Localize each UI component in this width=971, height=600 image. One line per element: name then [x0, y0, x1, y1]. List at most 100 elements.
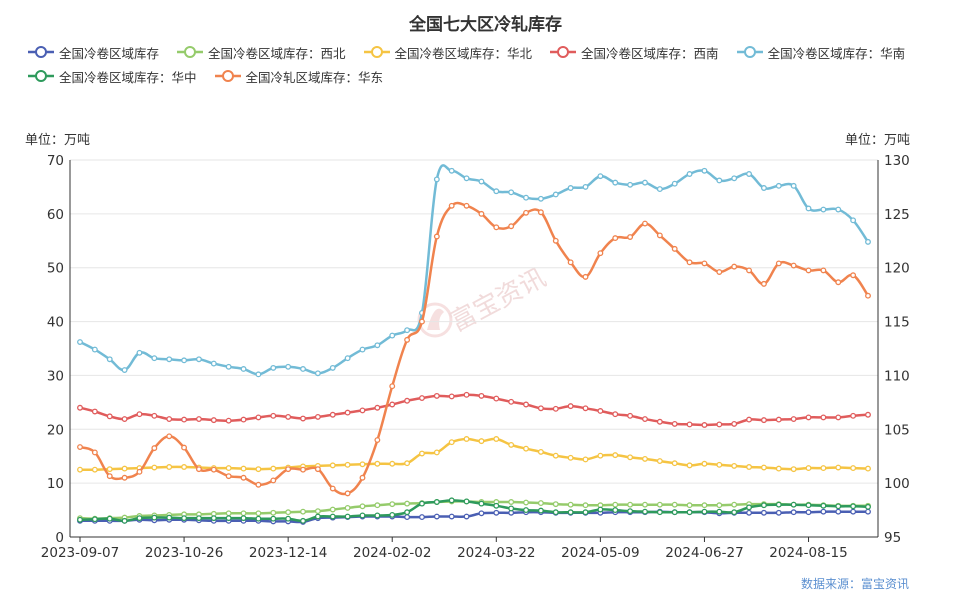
data-point [433, 233, 440, 240]
data-point [433, 392, 440, 399]
data-point [686, 509, 693, 516]
data-point [181, 444, 188, 451]
data-point [597, 506, 604, 513]
data-point [760, 464, 767, 471]
legend-item-4[interactable]: 全国冷卷区域库存：华南 [736, 40, 906, 64]
data-point [716, 421, 723, 428]
data-point [181, 357, 188, 364]
data-point [820, 267, 827, 274]
x-tick-label: 2024-06-27 [665, 545, 743, 561]
data-point [760, 502, 767, 509]
data-point [582, 509, 589, 516]
source-note: 数据来源：富宝资讯 [800, 577, 909, 591]
watermark-text: 富宝资讯 [445, 263, 551, 338]
series-4 [77, 164, 871, 378]
data-point [746, 416, 753, 423]
x-tick-label: 2023-12-14 [249, 545, 327, 561]
data-point [195, 515, 202, 522]
data-point [433, 499, 440, 505]
data-point [419, 500, 425, 507]
data-point [136, 515, 143, 522]
data-point [642, 455, 648, 462]
data-point [508, 499, 515, 505]
legend-item-5[interactable]: 全国冷卷区域库存：华中 [28, 64, 197, 88]
data-point [121, 465, 128, 472]
data-point [374, 404, 381, 411]
data-point [865, 292, 871, 299]
data-point [136, 468, 143, 475]
data-point [612, 452, 619, 459]
data-point [210, 515, 217, 522]
data-point [790, 182, 797, 189]
data-point [285, 509, 292, 516]
data-point [731, 509, 738, 516]
legend-label: 全国冷卷区域库存：华南 [767, 45, 906, 61]
data-point [374, 502, 381, 509]
watermark: 富宝资讯 [417, 263, 551, 338]
data-point [151, 464, 158, 471]
data-point [567, 185, 574, 191]
data-point [835, 206, 842, 213]
data-point [642, 220, 648, 227]
data-point [627, 234, 634, 240]
x-tick-label: 2023-10-26 [145, 545, 223, 561]
data-point [671, 420, 678, 427]
data-point [523, 507, 529, 514]
data-point [314, 466, 321, 473]
data-point [850, 465, 857, 472]
data-point [91, 516, 98, 523]
data-point [656, 458, 663, 465]
data-point [106, 515, 113, 522]
data-point [760, 280, 767, 287]
legend-item-0[interactable]: 全国冷卷区域库存 [28, 40, 159, 64]
data-point [225, 515, 232, 522]
data-point [597, 173, 604, 180]
data-point [820, 414, 827, 421]
data-point [537, 448, 544, 455]
data-point [255, 414, 262, 421]
data-point [240, 416, 247, 423]
chart-title: 全国七大区冷轧库存 [409, 15, 562, 35]
data-point [865, 503, 871, 510]
data-point [597, 250, 604, 257]
data-point [686, 171, 693, 177]
data-point [374, 437, 381, 444]
legend-item-3[interactable]: 全国冷卷区域库存：西南 [550, 40, 719, 64]
y-right-tick-label: 100 [884, 476, 910, 492]
legend-label: 全国冷轧区域库存：华东 [245, 69, 384, 85]
data-point [404, 500, 411, 507]
data-point [314, 370, 321, 377]
data-point [835, 503, 842, 510]
data-point [77, 516, 83, 523]
data-point [493, 188, 500, 195]
data-point [285, 515, 292, 522]
data-point [77, 339, 83, 345]
data-point [359, 474, 366, 481]
data-point [344, 513, 351, 520]
data-point [537, 405, 544, 412]
data-point [805, 509, 812, 516]
right-axis-unit: 单位：万吨 [845, 133, 911, 148]
data-point [300, 517, 306, 524]
data-point [627, 454, 634, 461]
legend-item-2[interactable]: 全国冷卷区域库存：华北 [363, 40, 532, 64]
data-point [671, 245, 678, 252]
data-point [329, 485, 336, 492]
data-point [656, 509, 663, 516]
data-point [716, 502, 723, 509]
data-point [91, 449, 98, 456]
data-point [389, 460, 396, 467]
data-point [419, 514, 425, 521]
y-left-tick-label: 10 [47, 476, 64, 492]
legend-item-6[interactable]: 全国冷轧区域库存：华东 [214, 64, 384, 88]
data-point [850, 508, 857, 515]
data-point [344, 490, 351, 497]
data-point [77, 444, 83, 451]
data-point [463, 513, 470, 520]
legend-item-1[interactable]: 全国冷卷区域库存：西北 [177, 40, 346, 64]
y-left-tick-label: 0 [55, 530, 64, 546]
data-point [329, 411, 336, 418]
data-point [166, 356, 173, 363]
data-point [166, 514, 173, 521]
